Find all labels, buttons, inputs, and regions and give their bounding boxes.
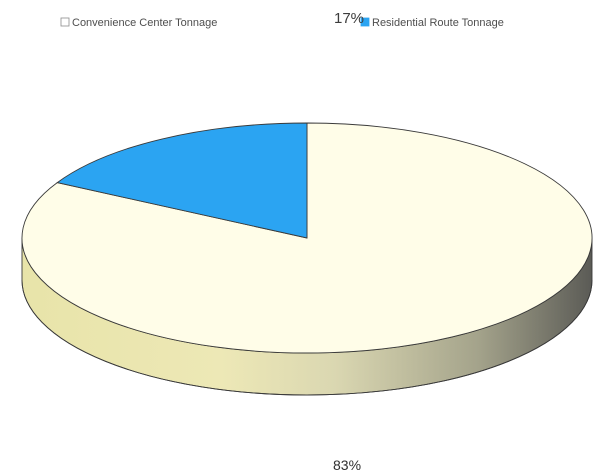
pie-bottom-outline: [21, 279, 593, 396]
data-label-convenience-center: 83%: [333, 457, 361, 473]
legend-swatch-residential-route: [360, 17, 370, 27]
legend-label-convenience-center: Convenience Center Tonnage: [72, 17, 217, 29]
data-label-residential-route: 17%: [334, 10, 364, 27]
pie-layer: [21, 122, 593, 396]
legend-swatch-convenience-center: [60, 17, 70, 27]
legend-label-residential-route: Residential Route Tonnage: [372, 17, 504, 29]
pie-slice-residential-route: [56, 122, 308, 239]
chart-legend: Convenience Center Tonnage Residential R…: [60, 17, 504, 29]
